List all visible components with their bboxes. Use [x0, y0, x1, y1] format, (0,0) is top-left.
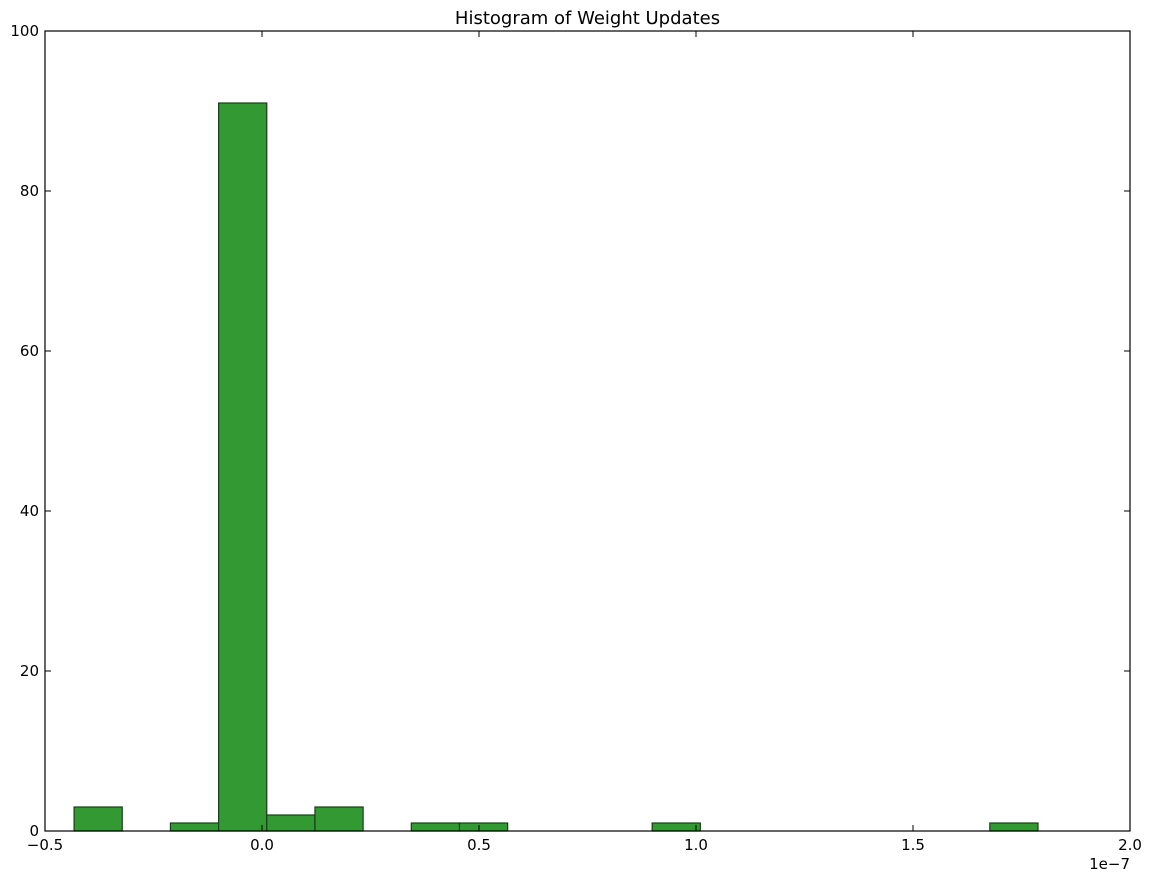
histogram-bar-7: [651, 822, 701, 832]
y-tick-label-1: 20: [20, 662, 39, 680]
histogram-bar-3: [266, 814, 316, 832]
histogram-bar-1: [169, 822, 220, 832]
histogram-bars: [73, 102, 1039, 832]
y-tick-label-0: 0: [29, 822, 39, 840]
x-tick-label-0: −0.5: [27, 836, 63, 854]
chart-title: Histogram of Weight Updates: [455, 8, 720, 29]
y-tick-label-2: 40: [20, 502, 39, 520]
histogram-bar-6: [458, 822, 509, 832]
y-tick-label-4: 80: [20, 182, 39, 200]
x-axis-scale-label: 1e−7: [1089, 855, 1130, 873]
x-tick-label-4: 1.5: [901, 836, 925, 854]
histogram-bar-0: [73, 806, 123, 832]
x-axis: −0.5 0.0 0.5 1.0 1.5 2.0: [27, 31, 1142, 854]
histogram-bar-2: [218, 102, 268, 832]
histogram-bar-8: [989, 822, 1039, 832]
histogram-bar-4: [314, 806, 364, 832]
plot-frame: [44, 30, 1131, 832]
y-axis: 0 20 40 60 80 100: [10, 22, 1130, 840]
y-tick-label-5: 100: [10, 22, 39, 40]
x-tick-label-5: 2.0: [1118, 836, 1142, 854]
x-tick-label-1: 0.0: [250, 836, 274, 854]
x-tick-label-2: 0.5: [467, 836, 491, 854]
y-tick-label-3: 60: [20, 342, 39, 360]
x-tick-label-3: 1.0: [684, 836, 708, 854]
histogram-bar-5: [410, 822, 461, 832]
